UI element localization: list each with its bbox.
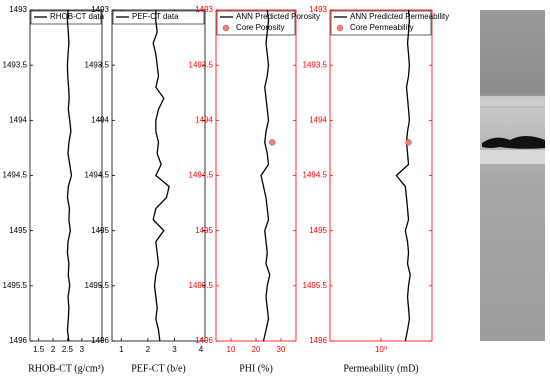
y-tick-label: 1493.5 (85, 60, 110, 69)
x-tick-label: 3 (172, 345, 177, 354)
core-point (269, 139, 276, 146)
y-tick-label: 1496 (9, 336, 27, 345)
x-tick-label: 2 (51, 345, 56, 354)
x-tick-label: 1.5 (33, 345, 45, 354)
y-tick-label: 1493 (309, 5, 327, 14)
y-tick-label: 1496 (91, 336, 109, 345)
core-photo (480, 10, 545, 341)
y-tick-label: 1494 (91, 115, 109, 124)
y-tick-label: 1494 (195, 115, 213, 124)
y-tick-label: 1495.5 (303, 281, 328, 290)
y-tick-label: 1493.5 (303, 60, 328, 69)
y-tick-label: 1493 (91, 5, 109, 14)
x-tick-label: 1 (119, 345, 124, 354)
x-tick-label: 2.5 (62, 345, 74, 354)
x-tick-label: 10 (227, 345, 236, 354)
x-tick-label: 2 (146, 345, 151, 354)
y-tick-label: 1495.5 (189, 281, 214, 290)
y-tick-label: 1495 (195, 226, 213, 235)
y-tick-label: 1494.5 (189, 171, 214, 180)
log-curve (66, 9, 73, 342)
y-tick-label: 1494.5 (85, 171, 110, 180)
log-curve (260, 9, 271, 342)
x-tick-label: 20 (252, 345, 261, 354)
x-axis-label: Permeability (mD) (343, 363, 418, 374)
core-layer (480, 150, 545, 164)
x-axis-label: RHOB-CT (g/cm³) (28, 363, 104, 374)
y-tick-label: 1496 (309, 336, 327, 345)
legend: PEF-CT data (112, 10, 205, 25)
y-tick-label: 1495 (9, 226, 27, 235)
core-point (405, 139, 412, 146)
log-curve (395, 9, 411, 342)
y-tick-label: 1496 (195, 336, 213, 345)
y-tick-label: 1495 (309, 226, 327, 235)
core-dark-band (482, 136, 545, 149)
legend-label: Core Porosity (236, 23, 284, 32)
x-tick-label: 4 (199, 345, 204, 354)
legend-box (30, 10, 102, 25)
y-tick-label: 1493.5 (3, 60, 28, 69)
legend-marker (336, 24, 344, 32)
legend-box (112, 10, 205, 25)
x-tick-label: 30 (277, 345, 286, 354)
y-tick-label: 1493 (195, 5, 213, 14)
plot-frame (215, 9, 297, 342)
log-curve (152, 10, 170, 342)
y-tick-label: 1494 (9, 115, 27, 124)
x-tick-label: 3 (80, 345, 85, 354)
legend-box (216, 10, 296, 36)
y-tick-label: 1495.5 (85, 281, 110, 290)
core-layer (480, 96, 545, 106)
legend-marker (222, 24, 230, 32)
x-tick-label: 10⁰ (375, 345, 387, 354)
legend-label: ANN Predicted Permeability (350, 12, 449, 21)
x-axis-label: PHI (%) (239, 363, 273, 374)
legend: RHOB-CT data (30, 10, 105, 25)
y-tick-label: 1494 (309, 115, 327, 124)
plot-frame (329, 9, 433, 342)
legend-label: ANN Predicted Porosity (236, 12, 320, 21)
legend-box (330, 10, 432, 36)
y-tick-label: 1494.5 (303, 171, 328, 180)
y-tick-label: 1495.5 (3, 281, 28, 290)
legend: ANN Predicted Permeability Core Permeabil… (330, 10, 449, 36)
core-image (480, 10, 545, 341)
legend: ANN Predicted Porosity Core Porosity (216, 10, 320, 36)
y-tick-label: 1494.5 (3, 171, 28, 180)
y-tick-label: 1493 (9, 5, 27, 14)
y-tick-label: 1493.5 (189, 60, 214, 69)
legend-label: RHOB-CT data (50, 12, 105, 21)
y-tick-label: 1495 (91, 226, 109, 235)
x-axis-label: PEF-CT (b/e) (131, 363, 186, 374)
legend-label: Core Permeability (350, 23, 414, 32)
